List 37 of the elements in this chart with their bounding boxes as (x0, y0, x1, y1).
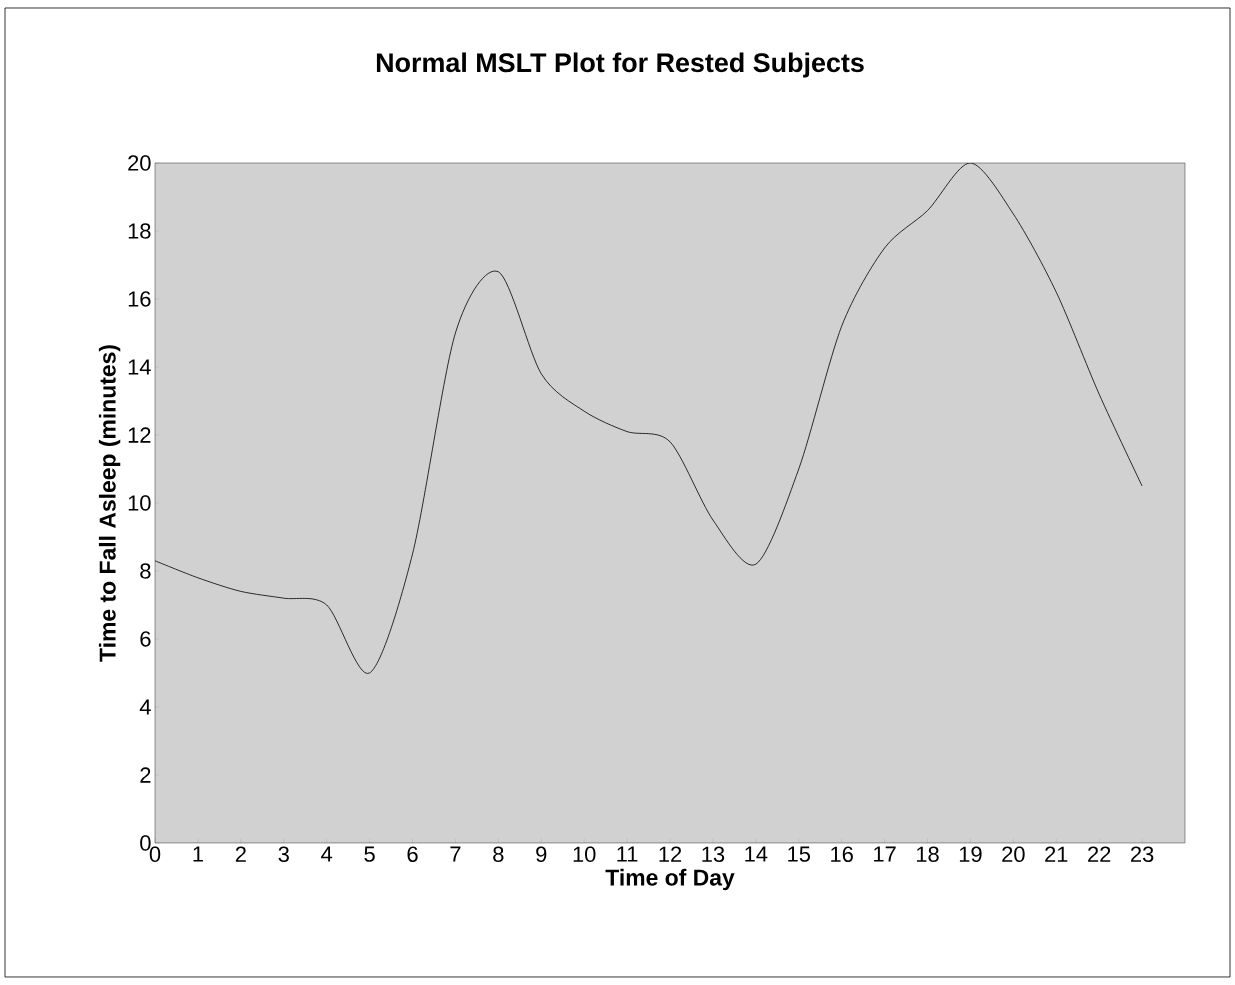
x-tick-label: 20 (1002, 846, 1025, 863)
y-tick-label: 4 (139, 699, 151, 715)
x-tick-label: 19 (959, 846, 982, 863)
x-tick-label: 14 (745, 846, 768, 862)
x-tick-label: 21 (1045, 846, 1068, 862)
x-tick-label: 10 (573, 846, 596, 863)
x-tick-label: 6 (407, 846, 418, 863)
x-tick-label: 16 (831, 846, 853, 863)
x-tick-label: 4 (321, 846, 333, 862)
x-axis-title: Time of Day (605, 868, 735, 891)
y-tick-label: 14 (128, 359, 151, 375)
x-tick-label: 11 (617, 846, 638, 862)
y-tick-label: 2 (140, 767, 151, 783)
x-tick-label: 5 (364, 846, 375, 862)
x-tick-label: 2 (235, 846, 246, 862)
x-tick-label: 15 (788, 846, 811, 862)
x-tick-label: 3 (278, 846, 289, 863)
y-tick-label: 6 (140, 631, 151, 647)
x-tick-label: 23 (1131, 846, 1154, 863)
x-tick-label: 12 (659, 846, 682, 862)
x-tick-label: 1 (193, 846, 203, 862)
chart-title: Normal MSLT Plot for Rested Subjects (376, 52, 864, 78)
x-tick-label: 9 (536, 846, 547, 863)
y-tick-label: 16 (128, 291, 151, 307)
y-tick-label: 20 (128, 155, 151, 171)
y-tick-label: 10 (128, 495, 151, 511)
x-tick-label: 17 (874, 846, 896, 862)
x-tick-label: 18 (916, 846, 939, 863)
y-tick-label: 12 (128, 427, 151, 443)
y-tick-label: 8 (140, 563, 151, 579)
x-tick-label: 22 (1088, 846, 1111, 862)
x-tick-label: 13 (702, 846, 725, 863)
y-axis-title: Time to Fall Asleep (minutes) (98, 345, 121, 662)
y-tick-label: 18 (128, 223, 151, 239)
y-tick-label: 0 (140, 835, 151, 851)
x-tick-label: 7 (450, 846, 461, 862)
x-tick-label: 8 (493, 846, 504, 863)
